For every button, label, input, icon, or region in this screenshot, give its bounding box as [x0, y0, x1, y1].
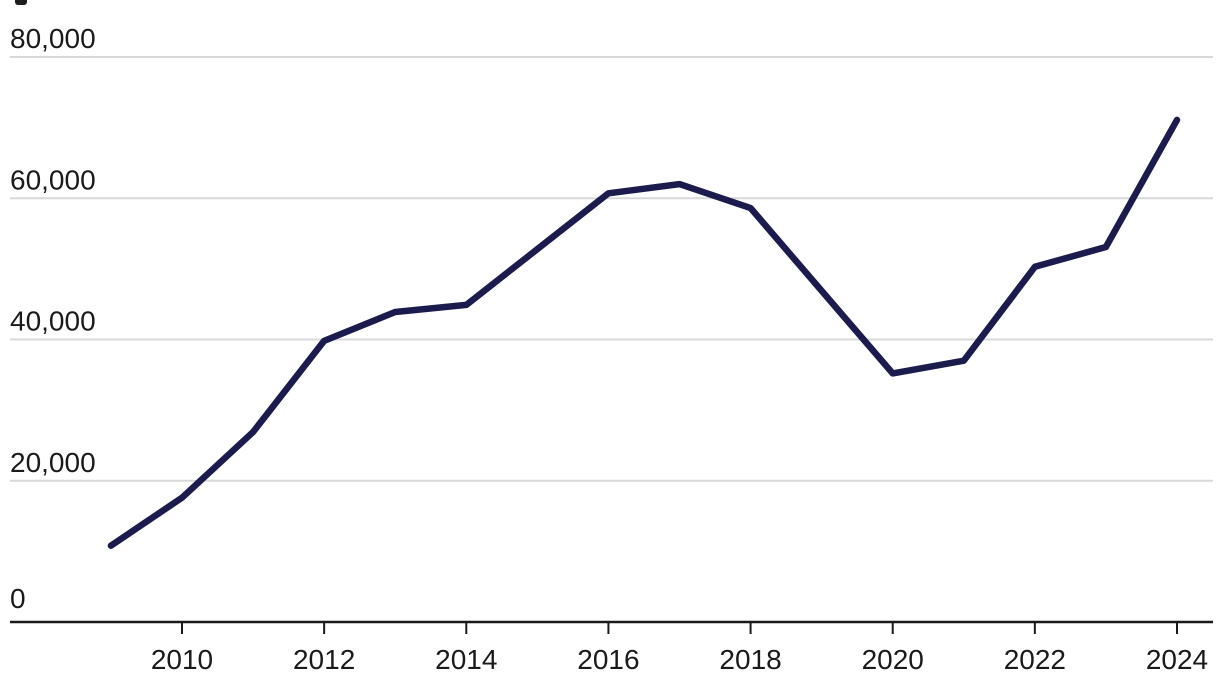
- y-axis-label: 20,000: [10, 447, 96, 478]
- x-axis-label: 2020: [862, 644, 924, 675]
- y-axis-label: 40,000: [10, 306, 96, 337]
- x-axis-label: 2010: [151, 644, 213, 675]
- x-axis-label: 2018: [719, 644, 781, 675]
- x-axis-label: 2016: [577, 644, 639, 675]
- x-axis-label: 2022: [1004, 644, 1066, 675]
- x-axis-label: 2024: [1146, 644, 1208, 675]
- y-axis-label: 0: [10, 583, 26, 614]
- x-axis-label: 2014: [435, 644, 497, 675]
- y-axis-label: 60,000: [10, 164, 96, 195]
- x-axis-label: 2012: [293, 644, 355, 675]
- y-axis-label: 80,000: [10, 23, 96, 54]
- cropped-fragment: [15, 0, 27, 5]
- data-line: [107, 116, 1181, 549]
